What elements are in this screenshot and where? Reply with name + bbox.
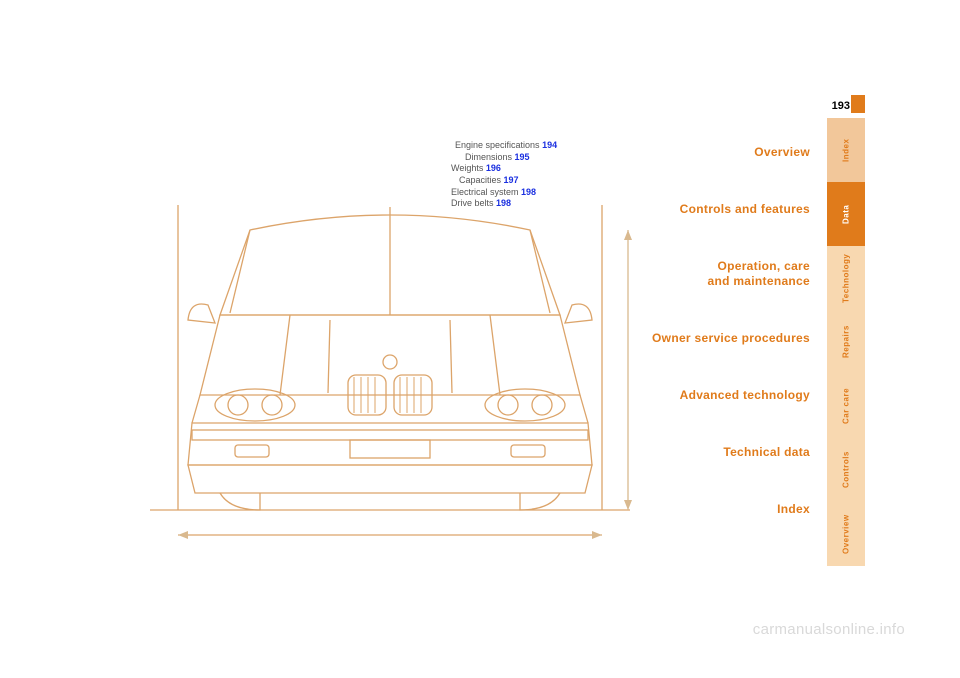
vtab-index[interactable]: Index — [827, 118, 865, 182]
toc-label: Capacities — [459, 175, 501, 185]
vertical-tabs: Overview Controls Car care Repairs Techn… — [827, 118, 865, 566]
toc-label: Dimensions — [465, 152, 512, 162]
section-link[interactable]: Operation, care and maintenance — [610, 259, 810, 289]
toc-page: 197 — [504, 175, 519, 185]
watermark: carmanualsonline.info — [753, 621, 905, 638]
vtab-label: Controls — [842, 452, 851, 489]
vtab-car-care[interactable]: Car care — [827, 374, 865, 438]
car-illustration — [130, 205, 650, 555]
section-link[interactable]: Overview — [610, 145, 810, 160]
vtab-overview[interactable]: Overview — [827, 502, 865, 566]
vtab-label: Car care — [842, 388, 851, 424]
section-link[interactable]: Advanced technology — [610, 388, 810, 403]
toc-item[interactable]: Weights 196 — [451, 163, 557, 175]
toc-page: 194 — [542, 140, 557, 150]
section-link[interactable]: Technical data — [610, 445, 810, 460]
section-link[interactable]: Controls and features — [610, 202, 810, 217]
vtab-technology[interactable]: Technology — [827, 246, 865, 310]
vtab-label: Data — [842, 204, 851, 223]
vtab-repairs[interactable]: Repairs — [827, 310, 865, 374]
vtab-controls[interactable]: Controls — [827, 438, 865, 502]
section-nav: Overview Controls and features Operation… — [610, 145, 810, 559]
toc-page: 198 — [521, 187, 536, 197]
vtab-label: Index — [842, 138, 851, 161]
toc-page: 195 — [515, 152, 530, 162]
toc-item[interactable]: Electrical system 198 — [451, 187, 557, 199]
page-number: 193 — [832, 100, 850, 112]
vtab-label: Technology — [842, 253, 851, 302]
toc-item[interactable]: Capacities 197 — [451, 175, 557, 187]
toc-label: Weights — [451, 163, 483, 173]
toc-page: 196 — [486, 163, 501, 173]
section-link[interactable]: Index — [610, 502, 810, 517]
toc-label: Electrical system — [451, 187, 519, 197]
vtab-label: Overview — [842, 514, 851, 554]
toc-item[interactable]: Dimensions 195 — [451, 152, 557, 164]
toc-item[interactable]: Engine specifications 194 — [451, 140, 557, 152]
toc-list: Engine specifications 194 Dimensions 195… — [451, 140, 557, 210]
toc-label: Engine specifications — [455, 140, 540, 150]
page-marker-bar — [851, 95, 865, 113]
section-link[interactable]: Owner service procedures — [610, 331, 810, 346]
manual-page: 193 Engine specifications 194 Dimensions… — [0, 0, 960, 678]
vtab-label: Repairs — [842, 326, 851, 359]
car-svg — [130, 205, 650, 555]
vtab-data[interactable]: Data — [827, 182, 865, 246]
